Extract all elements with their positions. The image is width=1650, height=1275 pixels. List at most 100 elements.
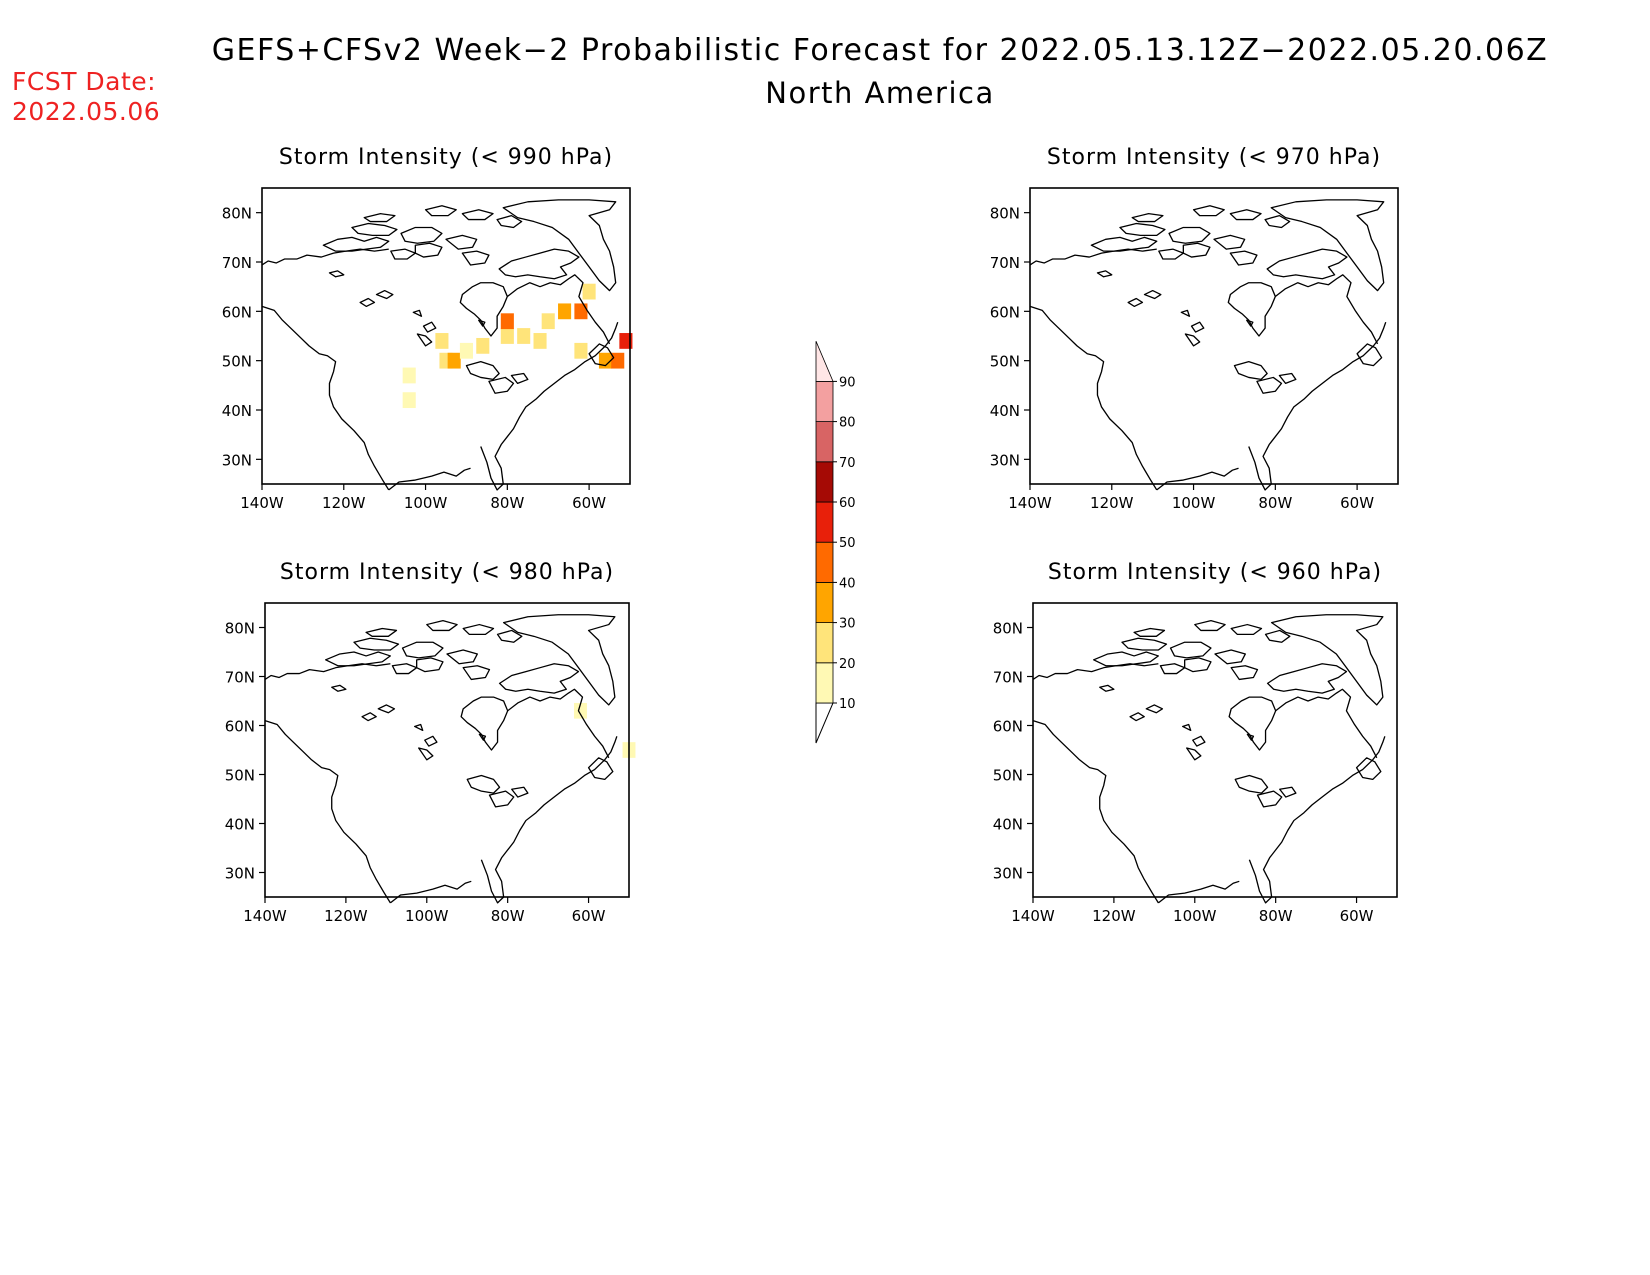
lon-label: 100W bbox=[404, 494, 448, 512]
probability-cell bbox=[500, 313, 514, 330]
probability-cell bbox=[500, 328, 514, 344]
lat-label: 40N bbox=[222, 402, 252, 420]
lon-label: 100W bbox=[1172, 494, 1216, 512]
lat-label: 70N bbox=[222, 254, 252, 272]
lat-label: 40N bbox=[990, 402, 1020, 420]
probability-cell bbox=[476, 337, 490, 354]
probability-cell bbox=[573, 702, 587, 719]
lon-label: 60W bbox=[572, 907, 606, 925]
lat-label: 60N bbox=[222, 303, 252, 321]
probability-cell bbox=[435, 333, 449, 349]
lat-label: 80N bbox=[222, 205, 252, 223]
map-frame bbox=[264, 602, 630, 898]
lon-label: 80W bbox=[490, 494, 524, 512]
lat-label: 30N bbox=[990, 451, 1020, 469]
lat-label: 30N bbox=[225, 865, 255, 883]
panel-title: Storm Intensity (< 970 hPa) bbox=[1047, 145, 1381, 170]
lon-label: 100W bbox=[405, 907, 449, 925]
probability-cell bbox=[541, 313, 555, 330]
colorbar-segment bbox=[815, 421, 834, 463]
lat-label: 60N bbox=[225, 718, 255, 736]
colorbar-segment bbox=[815, 541, 834, 583]
lat-label: 80N bbox=[225, 620, 255, 638]
probability-cell bbox=[447, 352, 461, 369]
probability-cell bbox=[611, 352, 625, 369]
map-panel-4: Storm Intensity (< 960 hPa) 80N 70N 60N 50N 4… bbox=[993, 560, 1398, 925]
region-subtitle: North America bbox=[765, 76, 995, 110]
lon-label: 60W bbox=[1340, 907, 1374, 925]
lat-label: 50N bbox=[222, 353, 252, 371]
probability-cell bbox=[574, 342, 588, 359]
lat-label: 80N bbox=[993, 620, 1023, 638]
lon-label: 60W bbox=[572, 494, 606, 512]
colorbar-label: 90 bbox=[839, 375, 856, 390]
main-title: GEFS+CFSv2 Week−2 Probabilistic Forecast… bbox=[211, 33, 1549, 68]
lon-label: 140W bbox=[240, 494, 284, 512]
colorbar-upper-extension bbox=[815, 341, 834, 382]
panel-title: Storm Intensity (< 960 hPa) bbox=[1048, 560, 1382, 585]
colorbar-label: 80 bbox=[839, 416, 856, 431]
lon-label: 80W bbox=[491, 907, 525, 925]
colorbar-segment bbox=[815, 622, 834, 664]
lat-label: 50N bbox=[225, 767, 255, 785]
probability-cell bbox=[558, 303, 572, 320]
lon-label: 120W bbox=[322, 494, 366, 512]
colorbar-label: 10 bbox=[839, 697, 856, 712]
map-frame bbox=[1029, 187, 1399, 485]
colorbar-segment bbox=[815, 662, 834, 704]
colorbar-segment bbox=[815, 461, 834, 503]
coastline bbox=[264, 614, 618, 904]
map-panel-2: Storm Intensity (< 970 hPa) 80N 70N 60N 50N 4… bbox=[990, 145, 1399, 512]
probability-cell bbox=[517, 328, 531, 344]
colorbar-label: 40 bbox=[839, 576, 856, 591]
map-panel-1: Storm Intensity (< 990 hPa) 80N 70N 60N 50N 4… bbox=[222, 145, 633, 512]
panel-title: Storm Intensity (< 980 hPa) bbox=[280, 560, 614, 585]
lat-label: 70N bbox=[225, 669, 255, 687]
lon-label: 140W bbox=[1008, 494, 1052, 512]
probability-cell bbox=[402, 367, 416, 384]
colorbar-label: 50 bbox=[839, 536, 856, 551]
colorbar-lower-extension bbox=[815, 702, 834, 744]
lon-label: 120W bbox=[1090, 494, 1134, 512]
lat-label: 40N bbox=[993, 816, 1023, 834]
lat-label: 50N bbox=[990, 353, 1020, 371]
map-frame bbox=[261, 187, 631, 485]
lon-label: 120W bbox=[1092, 907, 1136, 925]
lon-label: 140W bbox=[1011, 907, 1055, 925]
lat-label: 30N bbox=[222, 451, 252, 469]
lat-label: 60N bbox=[990, 303, 1020, 321]
colorbar-segment bbox=[815, 582, 834, 624]
lat-label: 60N bbox=[993, 718, 1023, 736]
lon-label: 120W bbox=[324, 907, 368, 925]
colorbar-segment bbox=[815, 380, 834, 422]
colorbar: 10 20 30 40 50 60 70 80 90 bbox=[815, 341, 856, 744]
coastline bbox=[1032, 614, 1386, 904]
colorbar-label: 60 bbox=[839, 496, 856, 511]
probability-cell bbox=[582, 283, 596, 300]
lon-label: 140W bbox=[243, 907, 287, 925]
map-panel-3: Storm Intensity (< 980 hPa) 80N 70N 60N 50N 4… bbox=[225, 560, 636, 925]
probability-cell bbox=[533, 333, 547, 349]
lon-label: 80W bbox=[1259, 907, 1293, 925]
lon-label: 60W bbox=[1340, 494, 1374, 512]
colorbar-label: 70 bbox=[839, 456, 856, 471]
lat-label: 80N bbox=[990, 205, 1020, 223]
probability-cell bbox=[459, 342, 473, 359]
fcst-date-value: 2022.05.06 bbox=[12, 97, 161, 126]
lat-label: 70N bbox=[990, 254, 1020, 272]
fcst-date-label: FCST Date: bbox=[12, 67, 157, 96]
panel-title: Storm Intensity (< 990 hPa) bbox=[279, 145, 613, 170]
colorbar-label: 20 bbox=[839, 657, 856, 672]
lon-label: 100W bbox=[1173, 907, 1217, 925]
probability-cell bbox=[402, 392, 416, 409]
probability-cell bbox=[574, 303, 588, 320]
map-frame bbox=[1032, 602, 1398, 898]
colorbar-segment bbox=[815, 501, 834, 543]
coastline bbox=[1029, 199, 1387, 491]
lat-label: 70N bbox=[993, 669, 1023, 687]
lat-label: 30N bbox=[993, 865, 1023, 883]
probability-cell bbox=[619, 333, 633, 349]
lat-label: 50N bbox=[993, 767, 1023, 785]
colorbar-label: 30 bbox=[839, 617, 856, 632]
